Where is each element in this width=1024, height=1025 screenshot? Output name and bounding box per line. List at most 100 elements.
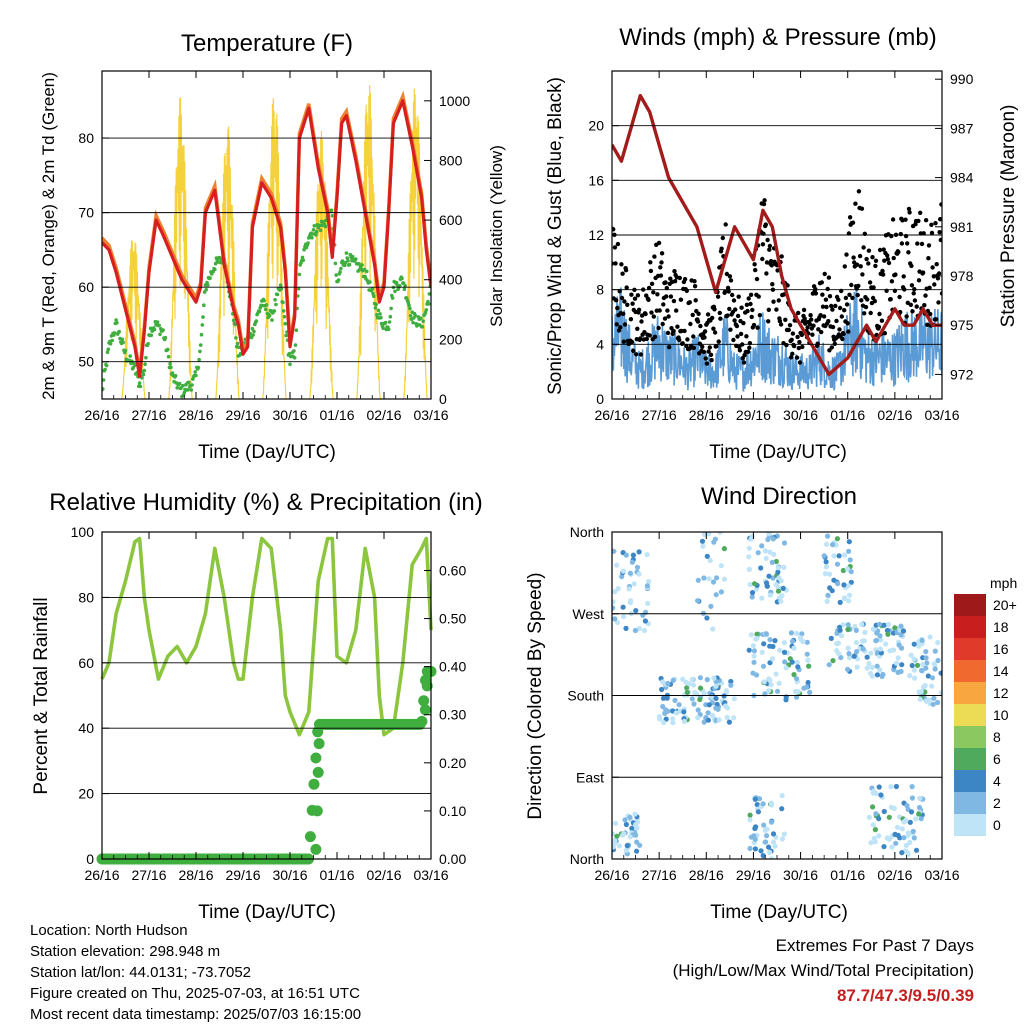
wind-gust-point	[859, 206, 865, 211]
wind-gust-point	[907, 210, 912, 215]
direction-point	[695, 707, 701, 713]
direction-point	[823, 541, 830, 548]
direction-point	[862, 629, 868, 636]
dewpoint-point	[334, 273, 339, 277]
wind-gust-point	[661, 302, 666, 307]
direction-point	[728, 682, 734, 688]
wind-gust-point	[819, 329, 824, 335]
direction-point	[636, 626, 642, 632]
direction-point	[634, 848, 640, 854]
direction-point	[842, 595, 848, 601]
dewpoint-point	[233, 322, 237, 327]
dewpoint-point	[350, 254, 355, 259]
direction-point	[884, 627, 891, 634]
dewpoint-point	[128, 354, 132, 358]
direction-point	[831, 577, 837, 583]
direction-point	[701, 690, 707, 697]
direction-point	[767, 660, 773, 666]
direction-point	[697, 696, 703, 703]
dewpoint-point	[348, 252, 353, 257]
wind-gust-point	[813, 287, 818, 292]
wind-gust-point	[909, 283, 915, 288]
wind-gust-point	[748, 301, 753, 307]
wind-gust-point	[685, 337, 690, 342]
direction-point	[834, 536, 841, 542]
wind-gust-point	[893, 272, 898, 277]
wind-gust-point	[833, 303, 838, 309]
direction-point	[751, 653, 757, 659]
direction-point	[791, 672, 797, 678]
wind-gust-point	[665, 308, 670, 313]
direction-point	[646, 578, 652, 585]
dewpoint-point	[149, 333, 154, 338]
direction-point	[935, 639, 941, 646]
dewpoint-point	[112, 331, 117, 335]
direction-point	[830, 658, 836, 664]
wind-gust-point	[777, 318, 783, 324]
direction-point	[893, 840, 899, 846]
direction-point	[848, 569, 854, 575]
direction-point	[916, 689, 922, 695]
direction-point	[684, 685, 690, 691]
wind-gust-point	[922, 303, 927, 308]
direction-point	[752, 846, 759, 852]
wind-speed-line	[612, 287, 942, 393]
direction-point	[690, 682, 697, 688]
wind-x-tick-label: 27/16	[642, 407, 677, 423]
wind-x-tick-label: 30/16	[783, 407, 818, 423]
temp-x-tick-label: 01/16	[319, 407, 354, 423]
direction-point	[907, 673, 913, 679]
wind-gust-point	[658, 273, 664, 278]
direction-point	[761, 822, 767, 828]
wind-gust-point	[805, 325, 810, 330]
direction-point	[845, 666, 851, 673]
dewpoint-point	[402, 287, 407, 292]
pressure-y2-tick-label: 984	[950, 170, 974, 186]
direction-point	[746, 554, 752, 560]
wind-y-tick-label: 0	[596, 391, 604, 407]
dewpoint-point	[152, 327, 157, 332]
dewpoint-point	[378, 312, 382, 316]
rh-y-tick-label: 40	[78, 720, 94, 736]
direction-point	[614, 833, 620, 839]
wind-gust-point	[747, 345, 752, 350]
wind-gust-point	[855, 292, 860, 298]
dewpoint-point	[201, 315, 205, 319]
direction-point	[845, 622, 851, 628]
direction-point	[773, 582, 779, 588]
direction-point	[759, 595, 765, 601]
direction-point	[760, 801, 766, 807]
direction-point	[612, 616, 618, 622]
wind-gust-point	[890, 217, 896, 222]
wind-gust-point	[682, 277, 688, 282]
direction-point	[768, 682, 774, 688]
direction-point	[870, 790, 877, 796]
direction-point	[794, 659, 800, 665]
wind-gust-point	[736, 294, 741, 299]
wind-gust-point	[906, 206, 912, 212]
wind-gust-point	[868, 310, 873, 316]
wind-gust-point	[733, 307, 738, 312]
direction-point	[747, 817, 753, 823]
direction-point	[878, 792, 884, 798]
dir-y-tick-label: West	[572, 606, 604, 622]
direction-point	[636, 571, 642, 577]
wind-gust-point	[882, 331, 887, 336]
rh-y-tick-label: 80	[78, 589, 94, 605]
wind-gust-point	[695, 319, 701, 324]
dewpoint-point	[146, 342, 150, 346]
wind-gust-point	[710, 315, 715, 321]
wind-gust-point	[864, 256, 869, 262]
wind-gust-point	[858, 264, 863, 269]
dewpoint-point	[187, 380, 191, 385]
direction-point	[791, 645, 797, 651]
wind-gust-point	[707, 345, 712, 350]
direction-panel: Wind Direction Direction (Colored By Spe…	[525, 483, 1017, 923]
dewpoint-point	[427, 292, 431, 296]
wind-gust-point	[730, 292, 735, 298]
direction-point	[636, 549, 642, 555]
dewpoint-point	[365, 269, 369, 274]
dir-x-tick-label: 29/16	[736, 867, 771, 883]
wind-gust-point	[827, 294, 833, 299]
wind-gust-point	[920, 270, 926, 275]
